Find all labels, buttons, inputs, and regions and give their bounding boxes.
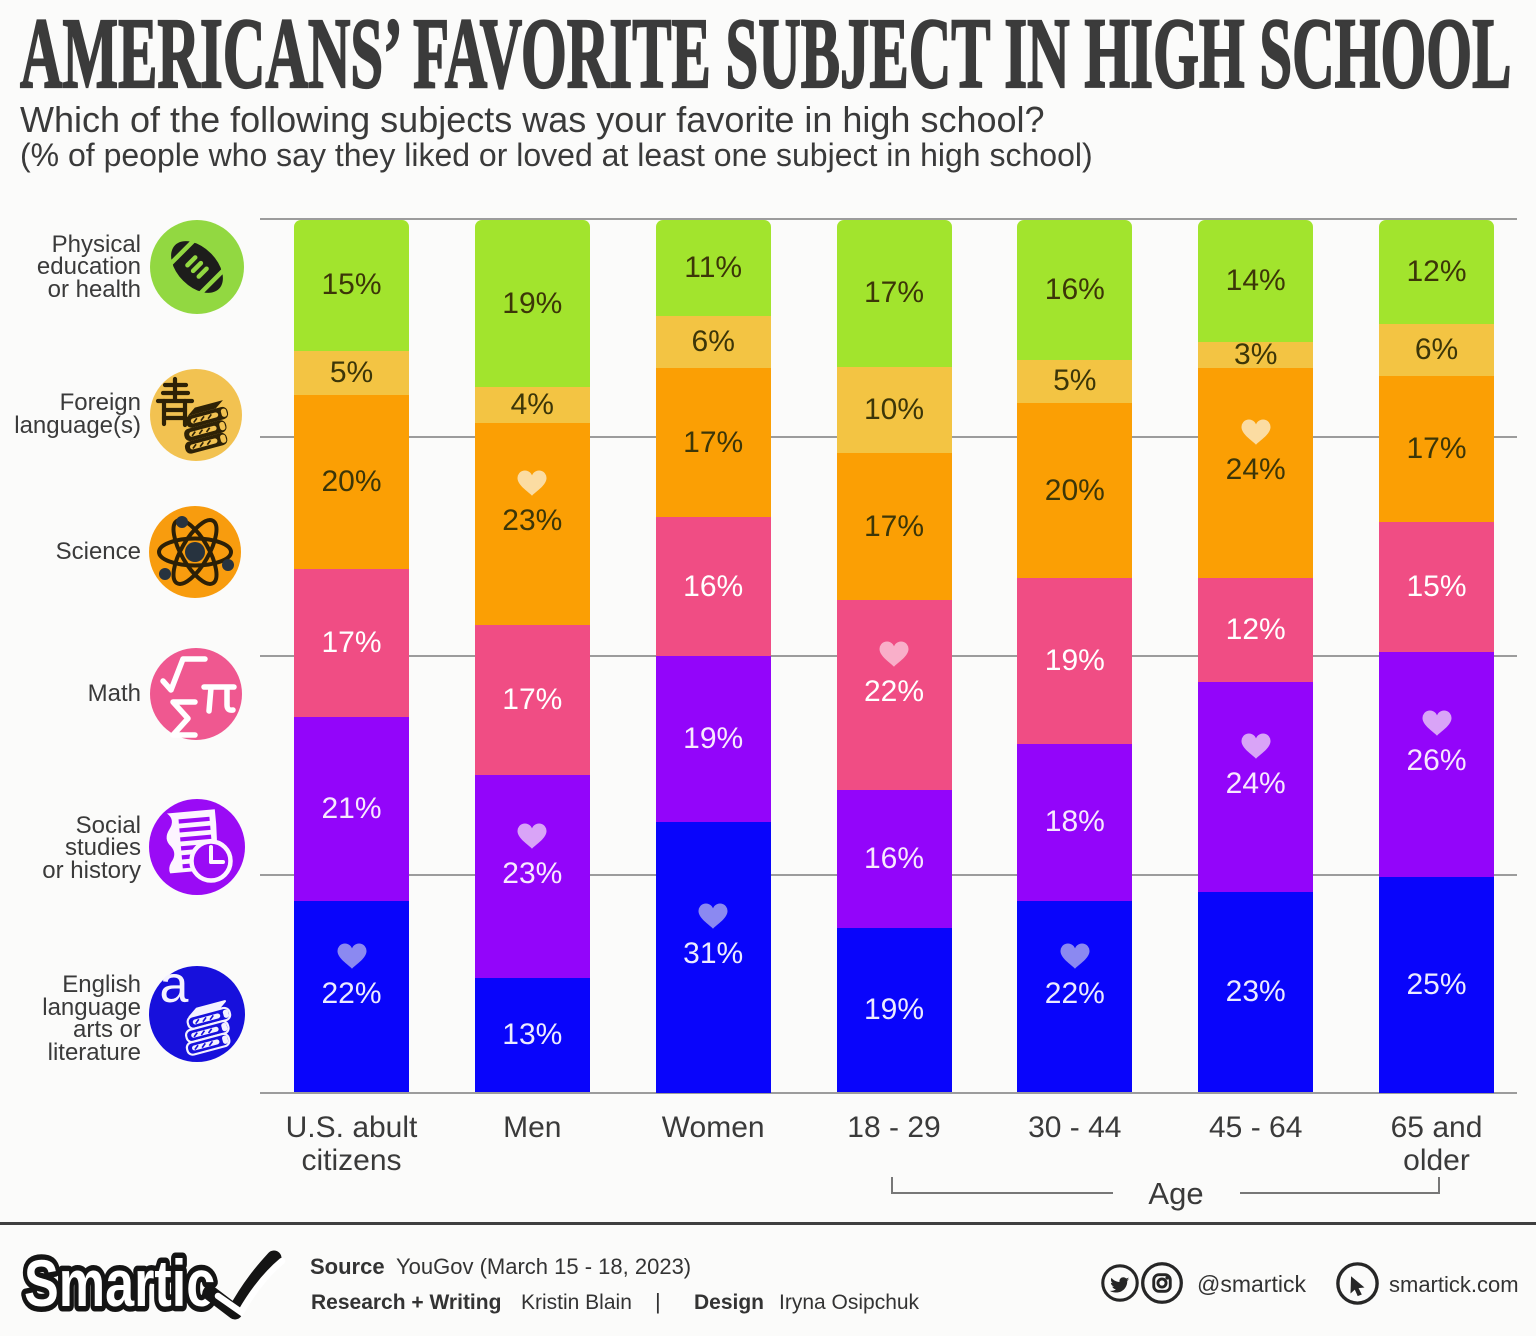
svg-text:a: a <box>160 966 189 1014</box>
svg-text:Smartic: Smartic <box>24 1248 215 1320</box>
